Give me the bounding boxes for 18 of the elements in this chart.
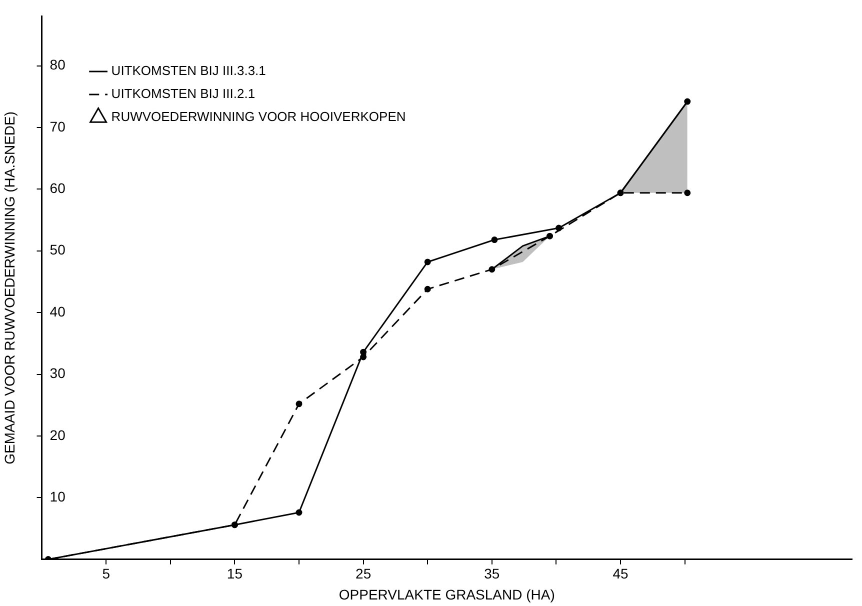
y-tick-label: 60 — [50, 180, 66, 196]
x-tick-label: 45 — [612, 566, 629, 582]
legend-label: UITKOMSTEN BIJ III.3.3.1 — [111, 63, 266, 78]
y-tick-label: 40 — [50, 303, 66, 320]
y-tick-label: 50 — [50, 242, 66, 258]
y-tick-label: 70 — [50, 118, 66, 134]
legend-label: RUWVOEDERWINNING VOOR HOOIVERKOPEN — [111, 109, 406, 124]
y-tick-label: 20 — [50, 426, 66, 443]
y-tick-label: 10 — [50, 488, 66, 505]
x-tick-label: 35 — [484, 566, 500, 582]
y-tick-label: 30 — [50, 365, 66, 382]
x-tick-label: 15 — [226, 566, 243, 582]
x-tick-label: 25 — [356, 566, 372, 582]
y-axis-title: GEMAAID VOOR RUWVOEDERWINNING (HA.SNEDE) — [1, 111, 18, 464]
y-tick-label: 80 — [50, 56, 66, 73]
x-axis-title: OPPERVLAKTE GRASLAND (HA) — [338, 586, 555, 602]
x-tick-label: 5 — [102, 566, 110, 582]
legend-label: UITKOMSTEN BIJ III.2.1 — [111, 86, 256, 102]
